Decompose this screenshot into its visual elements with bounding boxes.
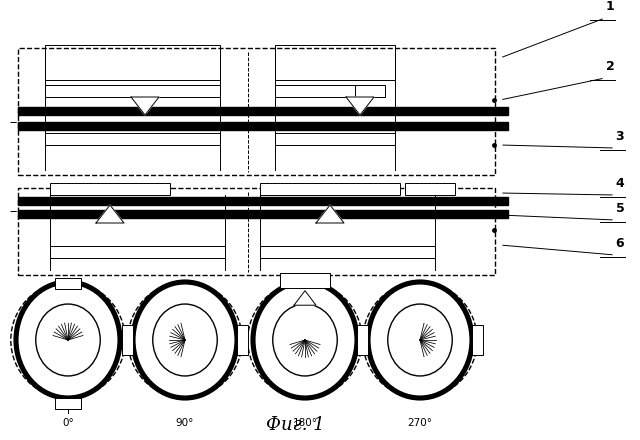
Ellipse shape — [248, 282, 362, 398]
Bar — [357, 325, 368, 355]
Ellipse shape — [133, 282, 237, 398]
Bar — [50, 183, 170, 195]
Bar — [237, 325, 248, 355]
Ellipse shape — [128, 282, 242, 398]
Text: 180°: 180° — [292, 418, 317, 428]
Text: 0°: 0° — [62, 418, 74, 428]
Polygon shape — [346, 97, 374, 115]
Bar — [18, 107, 508, 115]
Bar — [18, 197, 508, 205]
Bar — [45, 133, 220, 145]
Polygon shape — [316, 205, 344, 223]
Text: 1: 1 — [605, 0, 614, 13]
Bar — [275, 45, 395, 80]
Bar — [45, 45, 220, 80]
Ellipse shape — [273, 304, 337, 376]
Bar — [18, 122, 508, 130]
Bar — [55, 278, 81, 289]
Ellipse shape — [363, 282, 477, 398]
Bar — [275, 85, 355, 97]
Ellipse shape — [153, 304, 217, 376]
Bar — [280, 273, 330, 288]
Bar — [275, 133, 395, 145]
Bar — [260, 246, 435, 258]
Ellipse shape — [253, 282, 357, 398]
Ellipse shape — [11, 282, 125, 398]
Text: 4: 4 — [616, 177, 625, 190]
Text: 6: 6 — [616, 237, 624, 250]
Bar — [122, 325, 133, 355]
Bar — [50, 246, 225, 258]
Ellipse shape — [16, 282, 120, 398]
Ellipse shape — [368, 282, 472, 398]
Polygon shape — [294, 291, 316, 305]
Bar — [260, 183, 400, 195]
Text: 5: 5 — [616, 202, 625, 215]
Text: 3: 3 — [616, 130, 624, 143]
Ellipse shape — [388, 304, 452, 376]
Text: Фиг. 1: Фиг. 1 — [266, 416, 324, 434]
Bar — [18, 210, 508, 218]
Polygon shape — [96, 205, 124, 223]
Bar — [355, 85, 385, 97]
Bar — [18, 48, 495, 175]
Polygon shape — [131, 97, 159, 115]
Ellipse shape — [36, 304, 100, 376]
Text: 270°: 270° — [408, 418, 433, 428]
Bar — [55, 398, 81, 409]
Text: 90°: 90° — [176, 418, 194, 428]
Bar — [18, 188, 495, 275]
Bar — [405, 183, 455, 195]
Bar — [472, 325, 483, 355]
Bar — [45, 85, 220, 97]
Text: 2: 2 — [605, 60, 614, 73]
